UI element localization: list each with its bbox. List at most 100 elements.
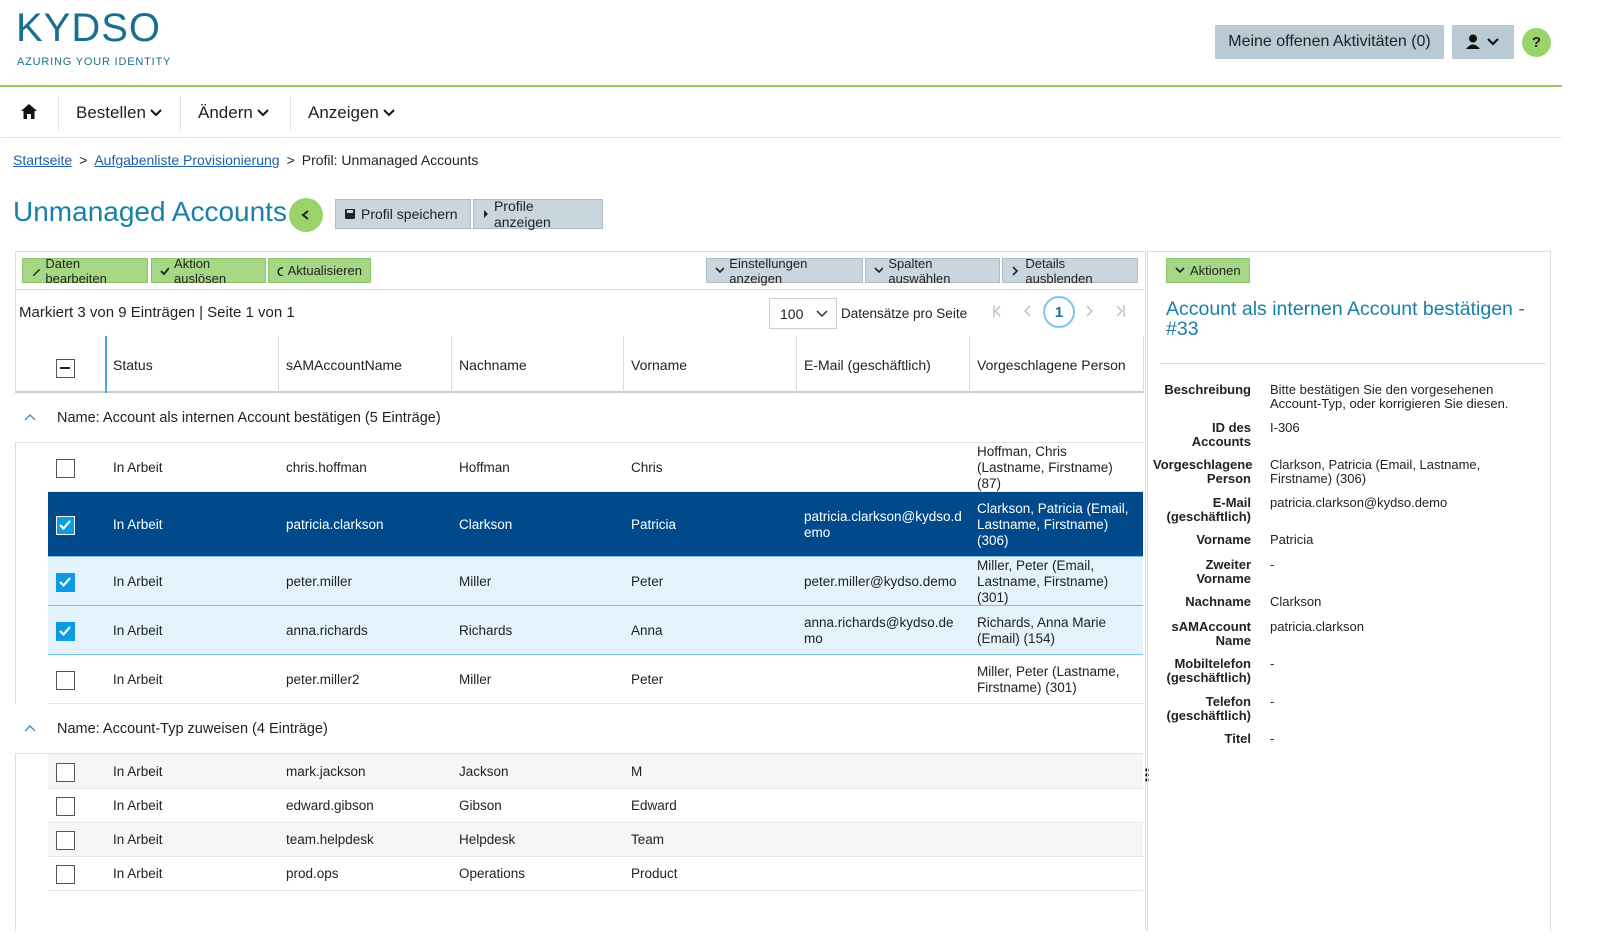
table-cell: Product bbox=[623, 857, 796, 891]
column-header[interactable]: Nachname bbox=[459, 356, 527, 373]
row-checkbox[interactable] bbox=[56, 865, 75, 884]
row-checkbox[interactable] bbox=[56, 621, 75, 641]
page-button[interactable]: Profile anzeigen bbox=[473, 198, 603, 230]
table-cell: Chris bbox=[623, 443, 796, 492]
table-row[interactable] bbox=[48, 823, 1143, 857]
table-cell: In Arbeit bbox=[105, 789, 278, 823]
column-header[interactable]: Vorgeschlagene Person bbox=[977, 356, 1126, 373]
cell-text: In Arbeit bbox=[113, 671, 163, 687]
cell-text: patricia.clarkson@kydso.demo bbox=[804, 508, 962, 540]
table-cell bbox=[796, 443, 969, 492]
icon bbox=[160, 266, 170, 275]
table-cell: In Arbeit bbox=[105, 655, 278, 704]
table-row[interactable] bbox=[48, 789, 1143, 823]
activities-button[interactable]: Meine offenen Aktivitäten (0) bbox=[1215, 25, 1444, 59]
breadcrumb-item[interactable]: Startseite bbox=[13, 152, 73, 168]
table-cell: In Arbeit bbox=[105, 606, 278, 655]
details-panel bbox=[1147, 251, 1551, 931]
icon bbox=[257, 109, 269, 117]
select-all-checkbox[interactable] bbox=[56, 359, 75, 378]
row-checkbox[interactable] bbox=[56, 572, 75, 592]
toolbar-label: Details ausblenden bbox=[1025, 255, 1093, 286]
table-cell: In Arbeit bbox=[105, 557, 278, 606]
row-checkbox[interactable] bbox=[56, 458, 75, 478]
nav-item[interactable]: Bestellen bbox=[58, 96, 180, 130]
cell-text: Clarkson, Patricia (Email, Lastname, Fir… bbox=[977, 500, 1129, 548]
page-title: Unmanaged Accounts bbox=[13, 196, 287, 227]
nav-item[interactable]: Anzeigen bbox=[290, 96, 402, 130]
cell-text: Miller bbox=[459, 573, 492, 589]
table-row[interactable] bbox=[48, 754, 1143, 789]
row-checkbox[interactable] bbox=[56, 670, 75, 690]
table-cell: Edward bbox=[623, 789, 796, 823]
cell-text: In Arbeit bbox=[113, 866, 163, 881]
cell-text: In Arbeit bbox=[113, 763, 163, 779]
toolbar-button[interactable]: Spalten auswählen bbox=[865, 256, 1000, 286]
page-size-select[interactable]: 100 bbox=[769, 298, 837, 329]
header-line bbox=[0, 85, 1562, 87]
column-header[interactable]: Status bbox=[113, 356, 153, 373]
table-row[interactable] bbox=[48, 492, 1143, 557]
row-checkbox[interactable] bbox=[56, 831, 75, 850]
icon bbox=[150, 109, 162, 117]
table-row[interactable] bbox=[48, 443, 1143, 492]
table-row[interactable] bbox=[48, 857, 1143, 891]
table-cell: Gibson bbox=[451, 789, 623, 823]
breadcrumb-item[interactable]: Aufgabenliste Provisionierung bbox=[94, 152, 280, 168]
table-cell: peter.miller2 bbox=[278, 655, 451, 704]
field-value: Bitte bestätigen Sie den vorgesehenen Ac… bbox=[1270, 382, 1509, 411]
table-cell: In Arbeit bbox=[105, 857, 278, 891]
toolbar-button[interactable]: Details ausblenden bbox=[1002, 255, 1138, 286]
logo[interactable]: KYDSO bbox=[16, 6, 162, 50]
field-label: Telefon (geschäftlich) bbox=[1166, 694, 1251, 723]
row-checkbox[interactable] bbox=[56, 762, 75, 782]
column-header[interactable]: Vorname bbox=[631, 356, 688, 373]
toolbar-button[interactable]: Aktualisieren bbox=[268, 258, 371, 283]
table-cell: Jackson bbox=[451, 754, 623, 789]
table-cell: Clarkson bbox=[451, 492, 623, 557]
page-button[interactable]: Profil speichern bbox=[335, 199, 471, 229]
group-row[interactable]: Name: Account-Typ zuweisen (4 Einträge) bbox=[15, 704, 1143, 754]
group-row[interactable]: Name: Account als internen Account bestä… bbox=[15, 393, 1143, 443]
icon bbox=[59, 576, 71, 587]
toolbar-button[interactable]: Daten bearbeiten bbox=[22, 256, 148, 286]
column-header[interactable]: sAMAccountName bbox=[286, 356, 402, 373]
field-label: ID des Accounts bbox=[1191, 420, 1251, 449]
cell-text: In Arbeit bbox=[113, 573, 163, 589]
table-cell: anna.richards@kydso.demo bbox=[796, 606, 969, 655]
row-checkbox[interactable] bbox=[56, 797, 75, 816]
table-row[interactable] bbox=[48, 655, 1143, 704]
column-divider bbox=[1143, 336, 1144, 393]
field-label: Beschreibung bbox=[1164, 382, 1251, 397]
row-checkbox[interactable] bbox=[56, 515, 75, 535]
table-cell bbox=[969, 823, 1143, 857]
field-value: - bbox=[1270, 694, 1275, 709]
field-label: Vorgeschlagene Person bbox=[1153, 457, 1253, 486]
table-row[interactable] bbox=[48, 606, 1143, 655]
nav-label: Bestellen bbox=[76, 103, 146, 122]
table-cell: prod.ops bbox=[278, 857, 451, 891]
cell-text: Helpdesk bbox=[459, 832, 516, 847]
user-menu[interactable] bbox=[1452, 25, 1514, 59]
nav-item[interactable]: Ändern bbox=[180, 96, 290, 130]
table-cell: Peter bbox=[623, 557, 796, 606]
field-label: Titel bbox=[1224, 731, 1252, 746]
toolbar-button[interactable]: Einstellungen anzeigen bbox=[706, 256, 863, 286]
icon bbox=[59, 519, 71, 530]
table-row[interactable] bbox=[48, 557, 1143, 606]
cell-text: Hoffman bbox=[459, 459, 510, 475]
cell-text: Gibson bbox=[459, 798, 502, 813]
current-page[interactable]: 1 bbox=[1043, 296, 1075, 328]
cell-text: M bbox=[631, 763, 643, 779]
help-button[interactable]: ? bbox=[1522, 28, 1551, 57]
column-divider bbox=[969, 336, 970, 393]
table-cell: Team bbox=[623, 823, 796, 857]
field-label: Zweiter Vorname bbox=[1196, 557, 1251, 586]
field-label: Vorname bbox=[1196, 532, 1251, 547]
icon bbox=[33, 268, 40, 276]
actions-button[interactable]: Aktionen bbox=[1166, 258, 1250, 283]
home-icon[interactable] bbox=[21, 104, 37, 119]
share-button[interactable] bbox=[289, 198, 323, 232]
column-header[interactable]: E-Mail (geschäftlich) bbox=[804, 356, 931, 373]
toolbar-button[interactable]: Aktion auslösen bbox=[151, 256, 266, 286]
